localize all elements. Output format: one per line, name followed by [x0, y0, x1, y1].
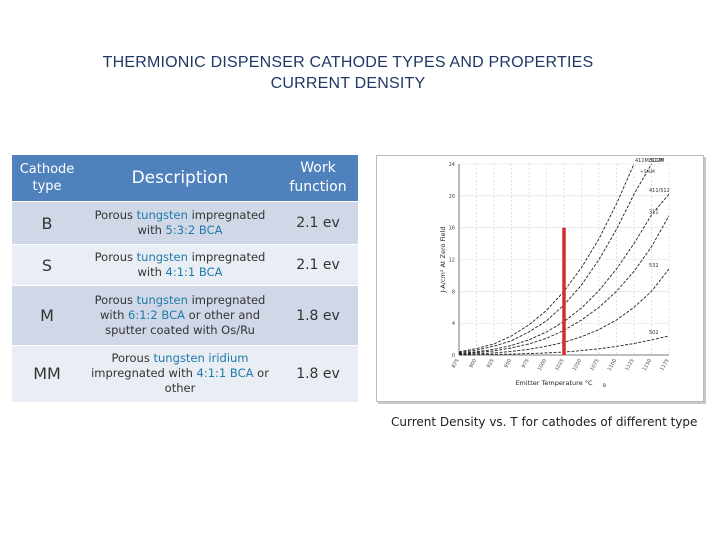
y-axis-label: J-A/cm² At Zero Field — [439, 226, 447, 293]
series-line — [458, 163, 652, 354]
cell-type: B — [12, 201, 82, 245]
series-line — [458, 193, 670, 354]
x-tick-label: 1150 — [642, 358, 654, 372]
x-tick-label: 975 — [521, 358, 531, 369]
desc-text: Porous — [94, 250, 137, 264]
desc-highlight: tungsten iridium — [153, 351, 249, 366]
desc-text: Porous — [94, 208, 137, 222]
x-tick-label: 950 — [503, 358, 513, 369]
y-tick-label: 8 — [452, 289, 455, 295]
annotation-label: +5%M — [640, 169, 655, 175]
x-tick-label: 1025 — [554, 358, 566, 372]
header-description: Description — [82, 155, 278, 202]
cell-description: Porous tungsten iridium impregnated with… — [82, 345, 278, 402]
y-tick-label: 20 — [449, 194, 455, 200]
desc-highlight: tungsten — [136, 208, 188, 222]
x-tick-label: 875 — [451, 358, 461, 369]
y-tick-label: 16 — [449, 226, 455, 232]
desc-highlight: 4:1:1 BCA — [165, 265, 223, 279]
desc-text: or other and sputter coated with Os/Ru — [105, 308, 261, 337]
desc-text: impregnated with — [137, 250, 266, 279]
desc-text: Porous — [111, 351, 154, 366]
x-tick-label: 925 — [486, 358, 496, 369]
y-tick-label: 4 — [452, 321, 455, 327]
table-header-row: Cathode type Description Work function — [12, 155, 358, 202]
title-line-1: THERMIONIC DISPENSER CATHODE TYPES AND P… — [102, 54, 594, 71]
desc-highlight: tungsten — [136, 293, 188, 307]
desc-highlight: tungsten — [136, 250, 188, 264]
desc-highlight: 5:3:2 BCA — [165, 223, 223, 237]
cell-description: Porous tungsten impregnated with 5:3:2 B… — [82, 201, 278, 245]
x-tick-label: 1050 — [572, 358, 584, 372]
cell-type: M — [12, 285, 82, 346]
cell-work-function: 1.8 ev — [278, 345, 358, 402]
desc-text: impregnated with — [91, 366, 197, 381]
x-tick-label: 1075 — [589, 358, 601, 372]
desc-text: impregnated with — [99, 293, 266, 322]
series-line — [458, 163, 635, 353]
desc-highlight: 4:1:1 BCA — [196, 366, 254, 381]
chart-caption: Current Density vs. T for cathodes of di… — [391, 415, 698, 429]
desc-text: Porous — [94, 293, 137, 307]
desc-highlight: 6:1:2 BCA — [128, 308, 185, 322]
y-tick-label: 24 — [449, 162, 455, 168]
y-tick-label: 0 — [452, 353, 455, 359]
series-label: 311M — [649, 158, 663, 164]
header-cathode-type: Cathode type — [12, 155, 82, 202]
series-label: 311 — [649, 210, 659, 216]
cell-type: MM — [12, 345, 82, 402]
series-label: 411M/512M — [635, 158, 664, 164]
series-label: 411/512 — [649, 188, 670, 194]
desc-text: impregnated with — [137, 208, 266, 237]
cell-work-function: 2.1 ev — [278, 244, 358, 286]
y-tick-label: 12 — [449, 258, 455, 264]
table-row: S Porous tungsten impregnated with 4:1:1… — [12, 244, 358, 286]
cell-description: Porous tungsten impregnated with 6:1:2 B… — [82, 285, 278, 346]
series-label: 502 — [649, 330, 659, 336]
x-axis-label-subscript: B — [603, 383, 606, 389]
cell-work-function: 1.8 ev — [278, 285, 358, 346]
cell-work-function: 2.1 ev — [278, 201, 358, 245]
desc-text: or other — [164, 366, 269, 396]
x-tick-label: 1125 — [624, 358, 636, 372]
x-tick-label: 1175 — [659, 358, 671, 372]
title-line-2: CURRENT DENSITY — [270, 75, 426, 92]
x-tick-label: 1000 — [537, 358, 549, 372]
x-tick-label: 1100 — [607, 358, 619, 372]
header-work-function: Work function — [278, 155, 358, 202]
page-title: THERMIONIC DISPENSER CATHODE TYPES AND P… — [0, 52, 696, 94]
x-axis-label: Emitter Temperature °C — [515, 379, 593, 387]
cell-description: Porous tungsten impregnated with 4:1:1 B… — [82, 244, 278, 286]
current-density-chart: 0 4 8 12 16 20 24 875 900 925 950 975 1000 1025 1050 10… — [376, 155, 704, 402]
cell-type: S — [12, 244, 82, 286]
table-row: M Porous tungsten impregnated with 6:1:2… — [12, 285, 358, 346]
x-tick-label: 900 — [468, 358, 478, 369]
series-label: 532 — [649, 263, 659, 269]
table-row: MM Porous tungsten iridium impregnated w… — [12, 345, 358, 402]
table-row: B Porous tungsten impregnated with 5:3:2… — [12, 201, 358, 245]
cathode-properties-table: Cathode type Description Work function B… — [12, 155, 358, 402]
chart-svg: 0 4 8 12 16 20 24 875 900 925 950 975 1000 1025 1050 10… — [439, 158, 671, 389]
